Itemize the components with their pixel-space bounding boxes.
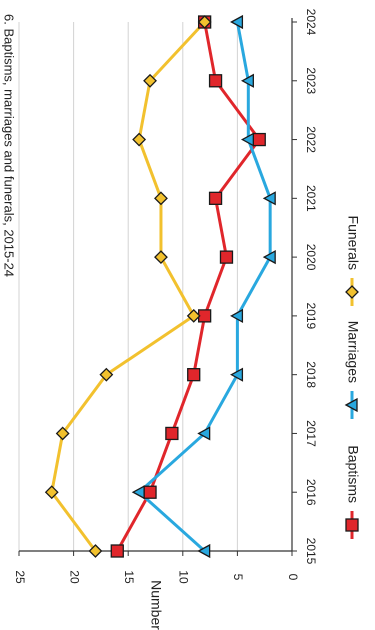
marriages-point-2016 bbox=[131, 485, 145, 500]
year-tick-label: 2022 bbox=[304, 126, 318, 153]
funerals-point-2021 bbox=[154, 191, 168, 206]
y-axis-title: Number bbox=[148, 580, 164, 630]
funerals-point-2022 bbox=[132, 132, 147, 147]
marriages-point-2018 bbox=[230, 367, 244, 382]
funerals-line bbox=[50, 20, 206, 552]
marriages-point-2015 bbox=[197, 543, 211, 559]
funerals-point-2016 bbox=[44, 485, 59, 500]
funerals-point-2019 bbox=[186, 308, 201, 323]
baptisms-legend-label: Baptisms bbox=[345, 445, 361, 503]
marriages-point-2019 bbox=[230, 308, 244, 323]
value-tick-label: 25 bbox=[13, 570, 27, 584]
funerals-point-2015 bbox=[88, 544, 103, 558]
baptisms-point-2022 bbox=[252, 132, 266, 147]
baptisms-line bbox=[115, 21, 261, 552]
chart-title: 6. Baptisms, marriages and funerals, 201… bbox=[2, 14, 17, 277]
baptisms-legend-marker bbox=[345, 518, 359, 532]
baptisms-point-2017 bbox=[165, 426, 179, 441]
value-tick-label: 0 bbox=[286, 574, 300, 581]
marriages-point-2017 bbox=[197, 426, 211, 441]
value-tick-label: 10 bbox=[177, 570, 191, 584]
series-lines bbox=[50, 20, 272, 553]
funerals-point-2023 bbox=[143, 73, 157, 88]
year-tick-label: 2018 bbox=[304, 361, 318, 388]
value-tick-label: 15 bbox=[122, 570, 136, 584]
marriages-point-2021 bbox=[262, 191, 276, 206]
series-markers bbox=[44, 14, 276, 559]
legend: Baptisms Marriages Funerals bbox=[344, 216, 361, 539]
value-tick-label: 20 bbox=[67, 570, 81, 584]
marriages-legend-label: Marriages bbox=[345, 321, 361, 383]
axes bbox=[18, 18, 297, 556]
value-tick-label: 5 bbox=[231, 574, 245, 581]
funerals-legend-label: Funerals bbox=[345, 216, 361, 270]
year-tick-label: 2017 bbox=[304, 420, 318, 447]
year-tick-label: 2015 bbox=[304, 538, 318, 565]
marriages-point-2023 bbox=[240, 73, 254, 88]
marriages-point-2022 bbox=[240, 132, 254, 147]
funerals-legend-marker bbox=[345, 285, 359, 299]
baptisms-point-2015 bbox=[110, 544, 124, 558]
marriages-point-2020 bbox=[262, 250, 276, 265]
year-tick-label: 2016 bbox=[304, 479, 318, 506]
tick-labels: 0 5 10 15 20 25 2015 2016 2017 2018 2019 2020 2021 20… bbox=[13, 9, 318, 584]
year-tick-label: 2023 bbox=[304, 67, 318, 94]
marriages-line bbox=[137, 21, 272, 553]
year-tick-label: 2021 bbox=[304, 185, 318, 212]
baptisms-point-2020 bbox=[219, 250, 234, 264]
year-tick-label: 2020 bbox=[304, 244, 318, 271]
baptisms-point-2018 bbox=[187, 368, 201, 382]
funerals-point-2020 bbox=[154, 250, 168, 265]
funerals-point-2017 bbox=[55, 426, 70, 441]
funerals-point-2024 bbox=[197, 15, 212, 29]
baptisms-point-2016 bbox=[143, 485, 157, 499]
baptisms-point-2021 bbox=[208, 191, 223, 205]
baptisms-point-2023 bbox=[208, 74, 223, 88]
year-tick-label: 2024 bbox=[304, 9, 318, 36]
year-tick-label: 2019 bbox=[304, 303, 318, 330]
marriages-point-2024 bbox=[230, 14, 244, 30]
marriages-legend-marker bbox=[344, 397, 358, 413]
funerals-point-2018 bbox=[99, 367, 114, 382]
